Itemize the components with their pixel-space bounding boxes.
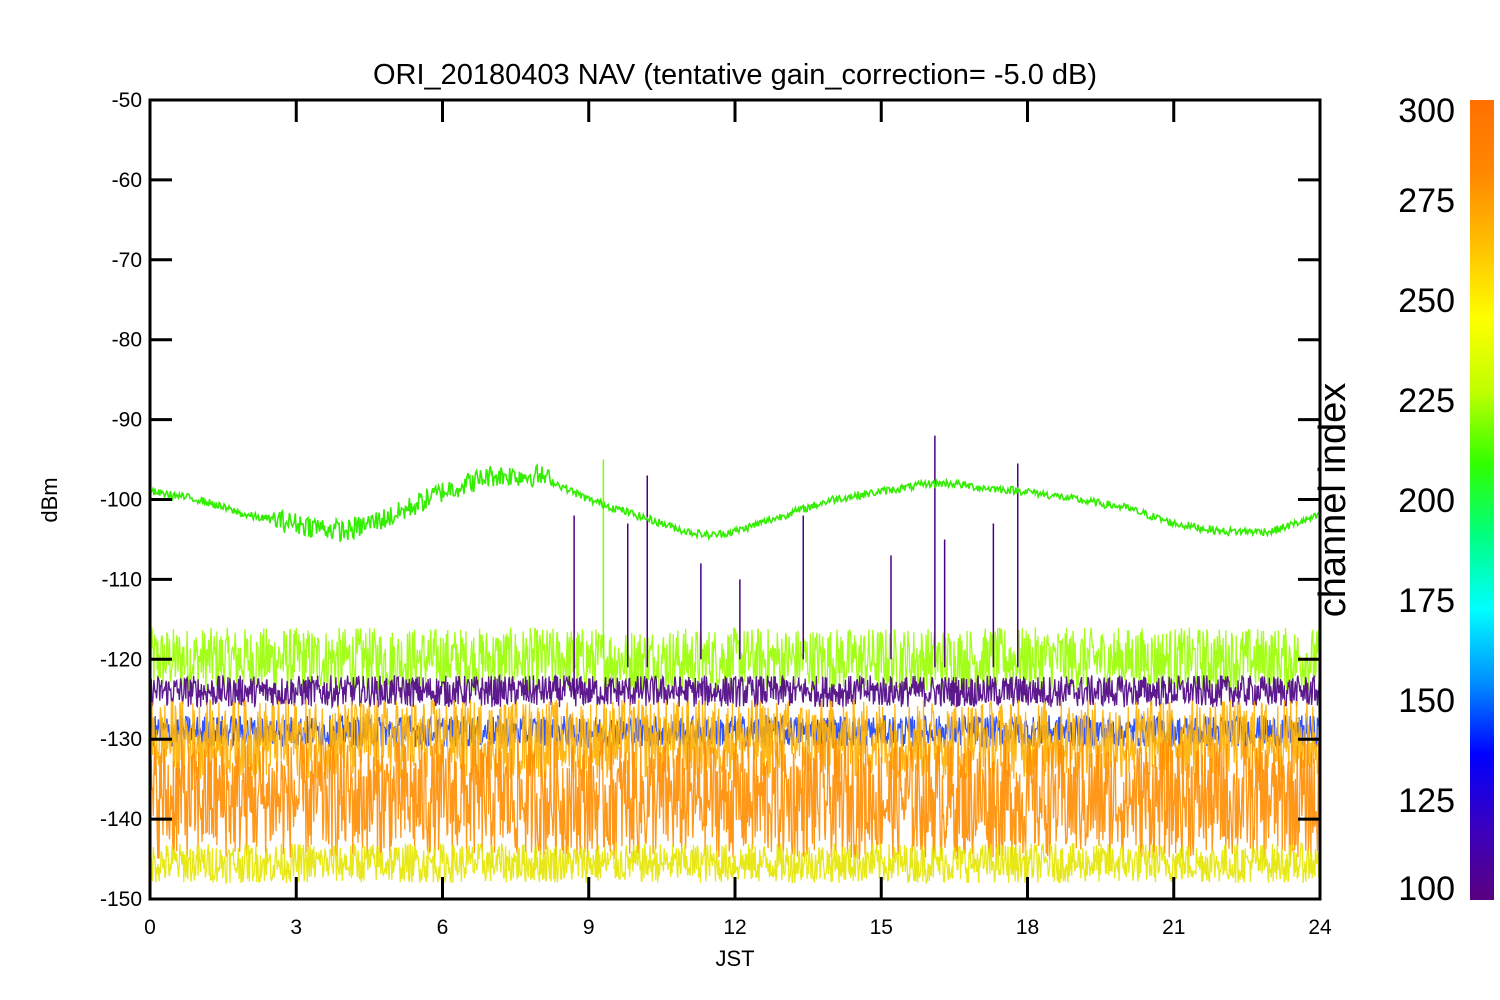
x-tick-label: 12	[723, 916, 746, 939]
x-axis: 0 3 6 9 12 15 18 21 24	[144, 100, 1332, 939]
series-channel-295	[150, 739, 1320, 860]
colorbar-tick-label: 275	[1398, 182, 1455, 220]
colorbar-tick-label: 225	[1398, 382, 1455, 420]
series-channel-240	[150, 462, 1320, 542]
x-tick-label: 9	[583, 916, 595, 939]
y-tick-label: -60	[112, 169, 142, 192]
x-tick-label: 18	[1016, 916, 1039, 939]
x-tick-label: 6	[437, 916, 449, 939]
x-tick-label: 21	[1162, 916, 1185, 939]
x-tick-label: 0	[144, 916, 156, 939]
y-tick-label: -130	[100, 728, 142, 751]
x-tick-label: 15	[870, 916, 893, 939]
x-axis-label: JST	[715, 946, 754, 971]
y-tick-label: -80	[112, 329, 142, 352]
plot-data	[150, 435, 1320, 886]
colorbar-tick-label: 200	[1398, 482, 1455, 520]
series-channel-110	[150, 673, 1320, 710]
y-tick-label: -50	[112, 89, 142, 112]
y-axis: -50 -60 -70 -80 -90 -100 -110 -120 -130 -140 -150	[100, 89, 1320, 911]
colorbar-tick-label: 175	[1398, 582, 1455, 620]
colorbar	[1470, 100, 1494, 900]
colorbar-ticks: 300 275 250 225 200 175 150 125 100	[1398, 92, 1455, 908]
colorbar-tick-label: 250	[1398, 282, 1455, 320]
colorbar-tick-label: 100	[1398, 870, 1455, 908]
y-tick-label: -120	[100, 648, 142, 671]
colorbar-tick-label: 125	[1398, 782, 1455, 820]
y-tick-label: -150	[100, 888, 142, 911]
colorbar-tick-label: 300	[1398, 92, 1455, 130]
x-tick-label: 24	[1308, 916, 1332, 939]
y-tick-label: -100	[100, 489, 142, 512]
y-tick-label: -110	[102, 568, 142, 591]
y-axis-label: dBm	[37, 477, 62, 522]
y-tick-label: -90	[112, 409, 142, 432]
y-tick-label: -70	[112, 249, 142, 272]
x-tick-label: 3	[290, 916, 302, 939]
chart-title: ORI_20180403 NAV (tentative gain_correct…	[373, 59, 1097, 91]
series-channel-270	[150, 841, 1320, 886]
y-tick-label: -140	[100, 808, 142, 831]
colorbar-label: channel index	[1312, 383, 1354, 618]
colorbar-tick-label: 150	[1398, 682, 1455, 720]
series-channel-260	[150, 627, 1320, 693]
